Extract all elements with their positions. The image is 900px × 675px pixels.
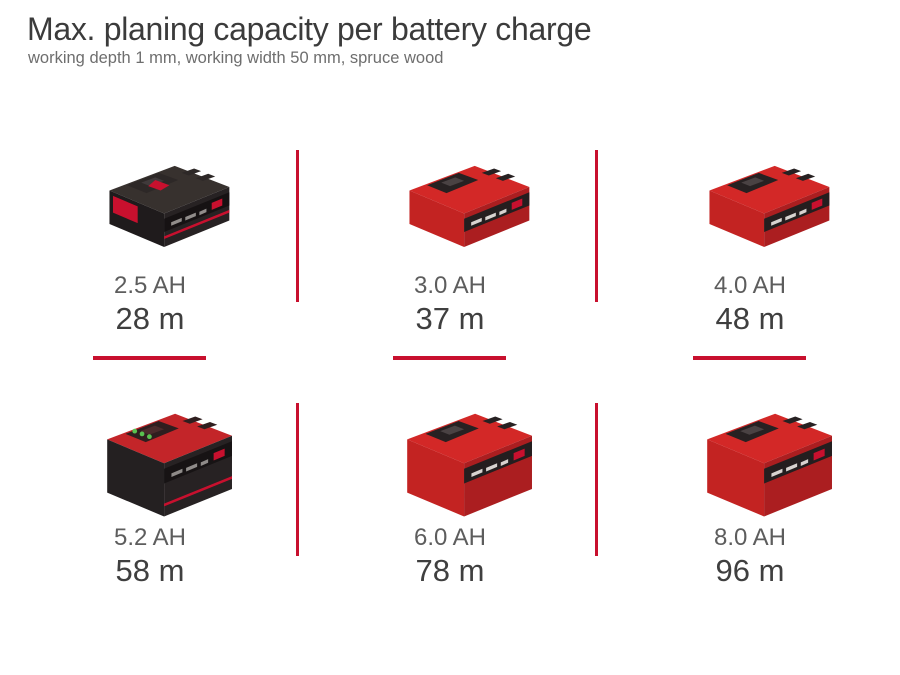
battery-image-wrap [690,138,840,260]
capacity-label: 4.0 AH [713,272,787,299]
battery-3.0ah-icon [390,150,540,254]
battery-cell: 5.2 AH 58 m [0,395,300,588]
distance-value: 58 m [115,553,185,588]
distance-value: 78 m [415,553,485,588]
divider-vertical [296,403,299,556]
divider-vertical [296,150,299,302]
divider-horizontal [393,356,506,360]
battery-5.2ah-icon [87,397,243,524]
capacity-label: 3.0 AH [413,272,487,299]
battery-image-wrap [387,395,543,524]
capacity-label: 6.0 AH [413,524,487,551]
divider-horizontal [693,356,806,360]
distance-value: 96 m [715,553,785,588]
capacity-label: 5.2 AH [113,524,187,551]
capacity-label: 2.5 AH [113,272,187,299]
divider-horizontal [93,356,206,360]
battery-image-wrap [87,395,243,524]
battery-4.0ah-icon [690,150,840,254]
distance-value: 37 m [415,301,485,336]
divider-vertical [595,150,598,302]
battery-8.0ah-icon [687,397,843,524]
page-title: Max. planing capacity per battery charge [27,11,592,47]
capacity-label: 8.0 AH [713,524,787,551]
battery-grid: 2.5 AH 28 m 3.0 AH 37 m 4.0 AH 48 m 5.2 … [0,138,900,618]
distance-value: 48 m [715,301,785,336]
battery-cell: 2.5 AH 28 m [0,138,300,336]
page-subtitle: working depth 1 mm, working width 50 mm,… [28,48,444,67]
battery-2.5ah-icon [90,150,240,254]
battery-cell: 3.0 AH 37 m [300,138,600,336]
distance-value: 28 m [115,301,185,336]
battery-image-wrap [90,138,240,260]
header: Max. planing capacity per battery charge… [27,11,592,68]
battery-image-wrap [687,395,843,524]
battery-cell: 6.0 AH 78 m [300,395,600,588]
battery-cell: 4.0 AH 48 m [600,138,900,336]
battery-cell: 8.0 AH 96 m [600,395,900,588]
battery-6.0ah-icon [387,397,543,524]
battery-image-wrap [390,138,540,260]
divider-vertical [595,403,598,556]
